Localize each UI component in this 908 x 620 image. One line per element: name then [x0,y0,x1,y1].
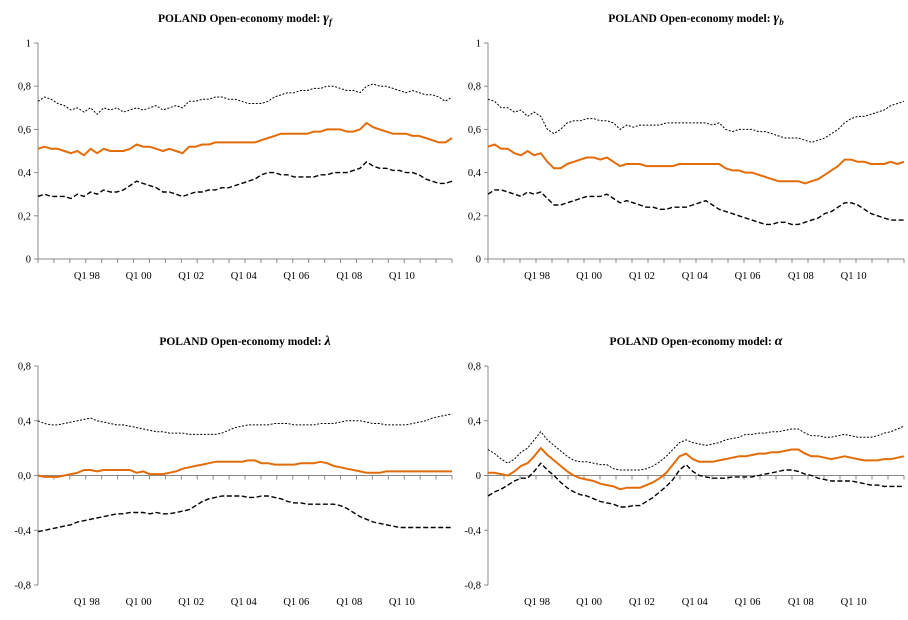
chart-title: POLAND Open-economy model: λ [159,334,330,349]
y-tick-label: 0,4 [18,168,32,179]
x-tick-label: Q1 06 [735,271,761,282]
series-line-lower [37,161,453,200]
chart-title-text: POLAND Open-economy model: [610,336,775,348]
series-line-point [37,121,453,157]
chart-title-symbol: γ [323,11,329,26]
x-tick-label: Q1 06 [283,271,309,282]
chart-title-text: POLAND Open-economy model: [608,13,773,25]
y-tick-label: 1 [476,39,481,50]
y-tick-label: 0,4 [468,416,482,427]
x-tick-label: Q1 08 [788,271,814,282]
x-tick-label: Q1 02 [629,271,655,282]
x-tick-label: Q1 04 [682,597,709,608]
y-tick-label: 0,6 [18,125,31,136]
x-tick-label: Q1 00 [126,597,152,608]
y-tick-label: -0,8 [14,581,31,592]
chart-title-subscript: f [329,17,333,27]
x-tick-label: Q1 06 [283,597,309,608]
x-tick-label: Q1 08 [336,597,362,608]
y-tick-label: 0,8 [18,82,31,93]
series-line-point [37,459,452,478]
y-tick-label: -0,4 [464,526,481,537]
y-tick-label: 0,6 [468,125,481,136]
y-tick-label: 0 [476,255,481,266]
x-tick-label: Q1 10 [389,271,415,282]
x-tick-label: Q1 98 [74,597,100,608]
x-tick-label: Q1 04 [682,271,709,282]
y-tick-label: 0,8 [468,82,481,93]
chart-title-symbol: α [775,334,783,349]
y-tick-label: 0,4 [18,416,32,427]
x-tick-label: Q1 08 [336,271,362,282]
series-line-lower [37,495,452,533]
y-tick-label: 1 [26,39,31,50]
x-tick-label: Q1 98 [524,597,550,608]
chart-title: POLAND Open-economy model: α [610,334,783,349]
x-tick-label: Q1 00 [576,597,602,608]
chart-title-text: POLAND Open-economy model: [159,336,324,348]
y-tick-label: -0,4 [14,526,31,537]
chart-title-text: POLAND Open-economy model: [158,13,323,25]
x-tick-label: Q1 04 [231,597,258,608]
chart-panel-4: POLAND Open-economy model: α -0,8 -0,4 0 0,4… [464,334,905,608]
series-line-lower [487,462,904,508]
x-tick-label: Q1 98 [74,271,100,282]
x-tick-label: Q1 10 [841,597,867,608]
x-tick-label: Q1 02 [178,271,204,282]
chart-title-symbol: λ [323,334,330,349]
y-tick-label: 0,2 [18,211,31,222]
chart-panel-2: POLAND Open-economy model: γb 0 0,2 0,4 0,6 0… [468,11,905,282]
x-tick-label: Q1 00 [576,271,602,282]
series-line-point [487,143,905,185]
x-tick-label: Q1 06 [735,597,761,608]
series-line-upper [487,98,905,143]
y-tick-label: 0,8 [468,362,481,373]
chart-panel-1: POLAND Open-economy model: γf 0 0,2 0,4 0,6 0… [18,11,453,282]
chart-title: POLAND Open-economy model: γf [158,11,333,27]
x-tick-label: Q1 04 [231,271,258,282]
x-tick-label: Q1 08 [788,597,814,608]
y-tick-label: 0,2 [468,211,481,222]
series-line-upper [487,425,905,471]
x-tick-label: Q1 02 [178,597,204,608]
x-tick-label: Q1 10 [389,597,415,608]
x-tick-label: Q1 00 [126,271,152,282]
x-tick-label: Q1 02 [629,597,655,608]
series-line-point [488,447,905,491]
y-tick-label: 0,8 [18,362,31,373]
y-tick-label: 0,0 [18,471,31,482]
chart-title-subscript: b [779,17,784,27]
series-line-lower [487,189,904,226]
y-tick-label: -0,8 [464,581,481,592]
chart-panel-3: POLAND Open-economy model: λ -0,8 -0,4 0,0 0… [14,334,453,608]
chart-title-symbol: γ [773,11,779,26]
chart-title: POLAND Open-economy model: γb [608,11,784,27]
series-line-upper [37,413,453,435]
y-tick-label: 0,4 [468,168,482,179]
y-tick-label: 0 [476,471,481,482]
x-tick-label: Q1 98 [524,271,550,282]
series-line-upper [37,83,453,115]
y-tick-label: 0 [26,255,31,266]
x-tick-label: Q1 10 [841,271,867,282]
